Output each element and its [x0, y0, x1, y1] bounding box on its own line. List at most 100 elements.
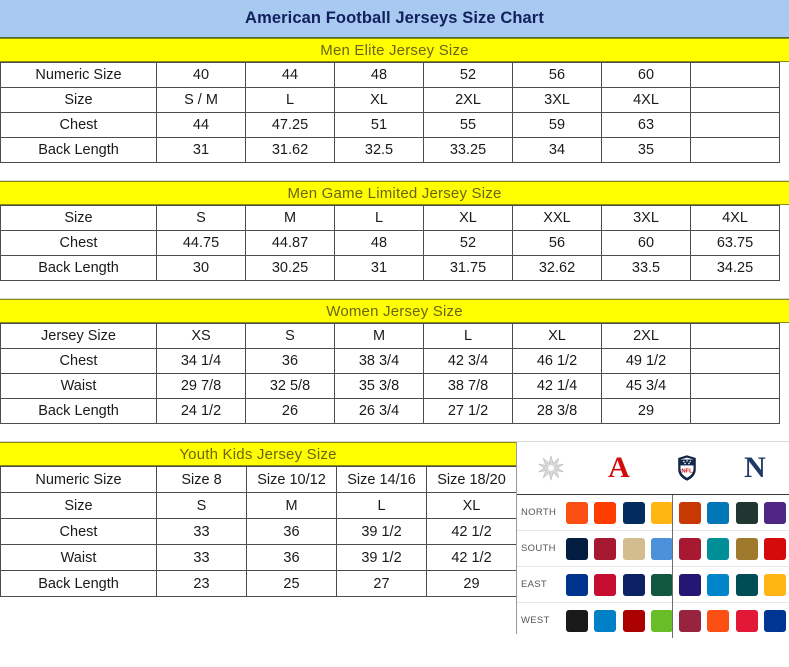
data-cell: 36 — [246, 544, 337, 571]
data-cell: 30.25 — [245, 255, 335, 281]
jaguars-logo — [735, 537, 758, 560]
patriots-logo — [594, 573, 617, 596]
bills-logo — [566, 573, 589, 596]
eagles-logo — [735, 573, 758, 596]
panthers-logo — [707, 573, 730, 596]
ravens-logo — [679, 573, 702, 596]
texans-logo — [594, 537, 617, 560]
data-cell: 47.25 — [245, 112, 335, 138]
table-row: Chest 34 1/4 36 38 3/4 42 3/4 46 1/2 49 1/2 — [0, 348, 780, 374]
redskins-logo — [763, 573, 786, 596]
cowboys-logo — [566, 537, 589, 560]
table-row: Back Length 30 30.25 31 31.75 32.62 33.5 34.25 — [0, 255, 780, 281]
data-cell: 2XL — [423, 87, 513, 113]
table-row: Back Length 24 1/2 26 26 3/4 27 1/2 28 3/8 29 — [0, 398, 780, 424]
data-cell: 63.75 — [690, 230, 780, 256]
data-cell: 23 — [156, 570, 247, 597]
size-section: Women Jersey Size Jersey Size XS S M L XL 2XL Ch… — [0, 299, 789, 424]
table-row: Size S / M L XL 2XL 3XL 4XL — [0, 87, 780, 113]
division-label: EAST — [521, 579, 548, 590]
buccaneers-logo — [763, 537, 786, 560]
data-cell: L — [423, 323, 513, 349]
colts-logo — [622, 501, 645, 524]
empty-cell — [690, 112, 780, 138]
svg-text:NFL: NFL — [681, 469, 693, 475]
table-row: Numeric Size Size 8 Size 10/12 Size 14/16 Si… — [0, 466, 517, 493]
data-cell: L — [336, 492, 427, 519]
data-cell: 3XL — [601, 205, 691, 231]
nfc-slot: N — [721, 453, 789, 483]
data-cell: S / M — [156, 87, 246, 113]
section-title-band: Men Elite Jersey Size — [0, 38, 789, 62]
data-cell: 31.62 — [245, 137, 335, 163]
lions-logo — [707, 501, 730, 524]
afc-teams — [563, 573, 676, 596]
row-label: Chest — [0, 230, 157, 256]
data-cell: 38 3/4 — [334, 348, 424, 374]
row-label: Back Length — [0, 570, 157, 597]
table-row: Size S M L XL — [0, 492, 517, 519]
data-cell: 36 — [246, 518, 337, 545]
nfl-shield-slot: NFL — [653, 455, 721, 481]
row-label: Chest — [0, 518, 157, 545]
chargers-logo — [594, 609, 617, 632]
data-cell: Size 10/12 — [246, 466, 337, 493]
nfc-teams — [676, 573, 789, 596]
afc-teams — [563, 537, 676, 560]
section-title: Men Game Limited Jersey Size — [287, 184, 502, 202]
conference-divider — [672, 495, 673, 638]
table-row: Waist 33 36 39 1/2 42 1/2 — [0, 544, 517, 571]
data-cell: 44 — [245, 62, 335, 88]
data-cell: 33.5 — [601, 255, 691, 281]
data-cell: 42 1/4 — [512, 373, 602, 399]
table-row: Chest 44 47.25 51 55 59 63 — [0, 112, 780, 138]
youth-section: Youth Kids Jersey Size Numeric Size Size … — [0, 442, 517, 597]
data-cell: XL — [334, 87, 424, 113]
data-cell: 51 — [334, 112, 424, 138]
data-cell: 34 — [512, 137, 602, 163]
data-cell: 52 — [423, 62, 513, 88]
size-table: Jersey Size XS S M L XL 2XL Chest 34 1/4 36 38 3/4… — [0, 323, 780, 424]
data-cell: 25 — [246, 570, 337, 597]
nfl-conference-panel: A NFL N — [516, 442, 789, 638]
data-cell: 2XL — [601, 323, 691, 349]
youth-title: Youth Kids Jersey Size — [179, 445, 337, 463]
bears-logo — [679, 501, 702, 524]
data-cell: 29 — [426, 570, 517, 597]
table-row: Waist 29 7/8 32 5/8 35 3/8 38 7/8 42 1/4 45 3/… — [0, 373, 780, 399]
data-cell: 32.5 — [334, 137, 424, 163]
size-section: Men Elite Jersey Size Numeric Size 40 44 48 5… — [0, 38, 789, 163]
data-cell: 29 — [601, 398, 691, 424]
row-label: Size — [0, 205, 157, 231]
division-row: EAST — [517, 567, 789, 603]
table-row: Jersey Size XS S M L XL 2XL — [0, 323, 780, 349]
nfc-teams — [676, 537, 789, 560]
row-label: Chest — [0, 112, 157, 138]
row-label: Back Length — [0, 137, 157, 163]
empty-cell — [690, 62, 780, 88]
nfc-teams — [676, 501, 789, 524]
data-cell: 4XL — [601, 87, 691, 113]
broncos-logo — [707, 609, 730, 632]
empty-cell — [690, 348, 780, 374]
section-spacer — [0, 163, 789, 181]
data-cell: 46 1/2 — [512, 348, 602, 374]
titans-logo — [650, 537, 673, 560]
division-label: NORTH — [521, 507, 557, 518]
row-label: Back Length — [0, 398, 157, 424]
sections-host: Men Elite Jersey Size Numeric Size 40 44 48 5… — [0, 38, 789, 424]
page-title: American Football Jerseys Size Chart — [245, 9, 544, 27]
row-label: Size — [0, 492, 157, 519]
data-cell: 35 — [601, 137, 691, 163]
division-row: SOUTH — [517, 531, 789, 567]
row-label: Back Length — [0, 255, 157, 281]
division-row: WEST — [517, 603, 789, 638]
data-cell: 59 — [512, 112, 602, 138]
size-table: Size S M L XL XXL 3XL 4XL Chest 44.75 44.87 48 52 56 6… — [0, 205, 780, 281]
row-label: Jersey Size — [0, 323, 157, 349]
empty-cell — [690, 323, 780, 349]
division-label: WEST — [521, 615, 550, 626]
conference-header: A NFL N — [517, 442, 789, 495]
data-cell: 32 5/8 — [245, 373, 335, 399]
section-title: Women Jersey Size — [326, 302, 463, 320]
